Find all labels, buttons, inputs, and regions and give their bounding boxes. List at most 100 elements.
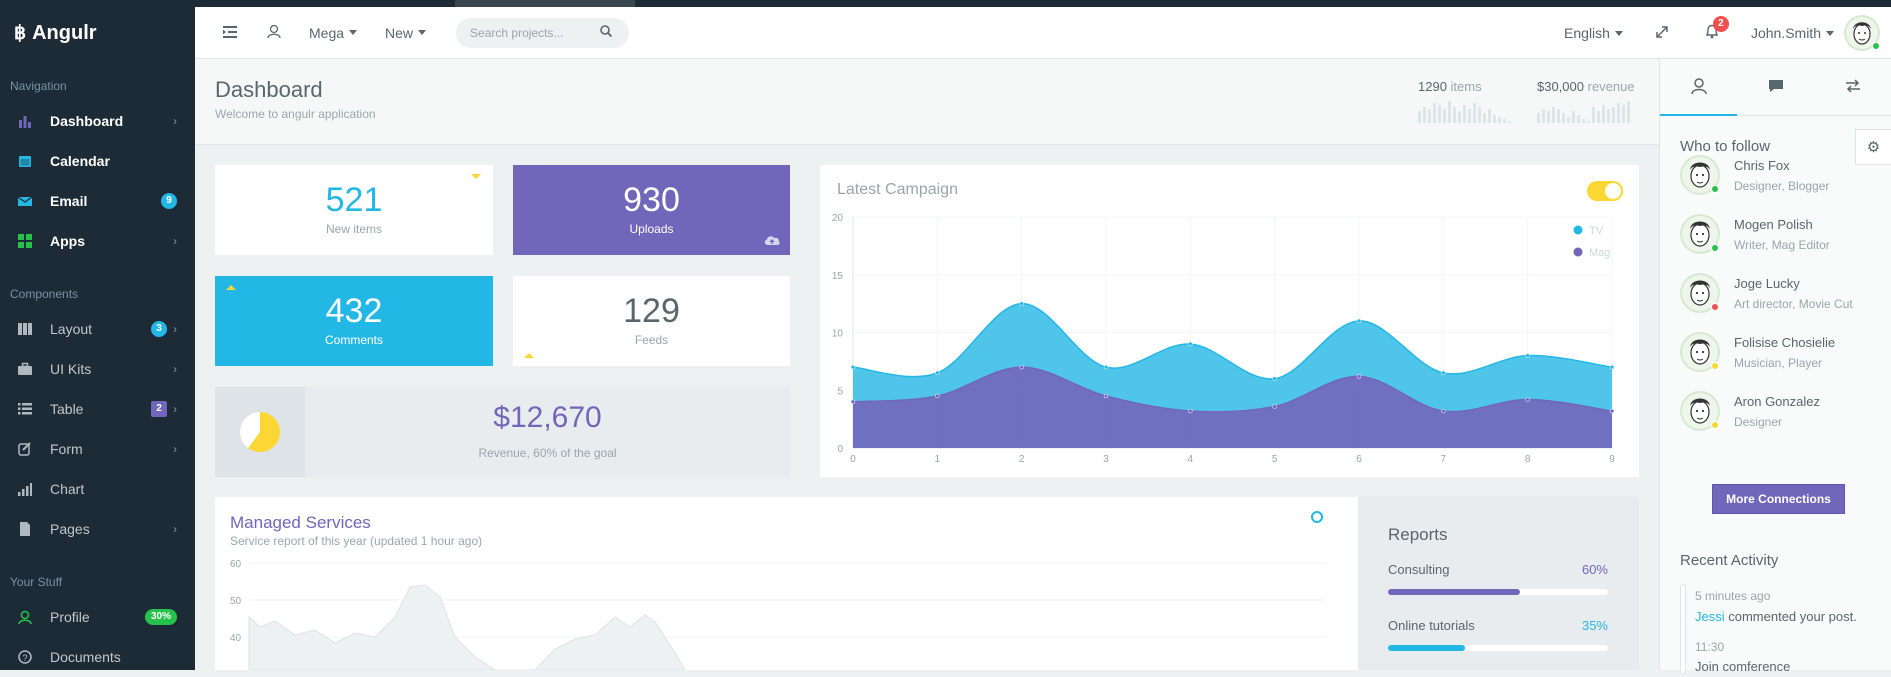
person-role: Designer, Blogger bbox=[1734, 178, 1830, 193]
envelope-icon bbox=[17, 194, 33, 208]
legend-swatch bbox=[1573, 247, 1583, 257]
sidebar-item-form[interactable]: Form › bbox=[0, 429, 195, 469]
bitcoin-icon: ฿ bbox=[14, 22, 27, 44]
refresh-indicator-icon[interactable] bbox=[1311, 511, 1323, 523]
language-label: English bbox=[1564, 25, 1610, 41]
services-subtitle: Service report of this year (updated 1 h… bbox=[230, 534, 483, 548]
caret-down-icon bbox=[349, 30, 358, 35]
revenue-sparkline bbox=[1537, 101, 1630, 123]
caret-down-icon bbox=[471, 174, 481, 179]
data-point bbox=[1019, 364, 1024, 370]
follow-person[interactable]: Joge Lucky Art director, Movie Cut bbox=[1680, 273, 1853, 313]
person-role: Musician, Player bbox=[1734, 355, 1823, 370]
toggle-menu-button[interactable] bbox=[195, 7, 253, 59]
fullscreen-button[interactable] bbox=[1637, 7, 1687, 59]
user-name: John.Smith bbox=[1750, 25, 1821, 41]
report-consulting: Consulting 60% bbox=[1388, 562, 1608, 595]
your-stuff-heading: Your Stuff bbox=[10, 575, 63, 589]
follow-person[interactable]: Chris Fox Designer, Blogger bbox=[1680, 155, 1829, 195]
list-icon bbox=[18, 402, 32, 416]
header-right: English 2 John.Smith bbox=[1550, 7, 1891, 59]
language-dropdown[interactable]: English bbox=[1550, 7, 1637, 59]
sidebar-item-dashboard[interactable]: Dashboard › bbox=[0, 101, 195, 141]
campaign-toggle[interactable] bbox=[1587, 181, 1623, 201]
sidebar-item-ui-kits[interactable]: UI Kits › bbox=[0, 349, 195, 389]
comments-tile[interactable]: 432 Comments bbox=[215, 276, 493, 366]
data-point bbox=[935, 370, 940, 376]
tab-exchange[interactable] bbox=[1814, 59, 1891, 115]
expand-icon bbox=[1655, 25, 1669, 42]
browser-top-strip bbox=[0, 0, 1891, 7]
tile-label: Feeds bbox=[634, 333, 669, 347]
tab-people[interactable] bbox=[1660, 59, 1737, 116]
user-dropdown[interactable]: John.Smith bbox=[1737, 7, 1844, 59]
timeline-line bbox=[1680, 584, 1686, 674]
person-info: Aron Gonzalez Designer bbox=[1734, 394, 1820, 429]
sidebar-item-profile[interactable]: Profile 30% bbox=[0, 597, 195, 637]
y-tick-label: 20 bbox=[832, 213, 844, 224]
activity-message: Join comference bbox=[1695, 659, 1791, 674]
user-menu-button[interactable] bbox=[253, 7, 295, 59]
indent-icon bbox=[223, 25, 237, 41]
mega-menu-dropdown[interactable]: Mega bbox=[295, 7, 371, 59]
sidebar-item-label: UI Kits bbox=[50, 361, 92, 377]
person-name: Aron Gonzalez bbox=[1734, 393, 1820, 409]
feeds-tile[interactable]: 129 Feeds bbox=[513, 276, 790, 366]
tile-label: Comments bbox=[324, 333, 383, 347]
activity-message: commented your post. bbox=[1724, 609, 1857, 624]
notifications-button[interactable]: 2 bbox=[1687, 7, 1737, 59]
series-area-mag bbox=[853, 367, 1612, 448]
data-point bbox=[1441, 370, 1446, 376]
activity-text: Jessi commented your post. bbox=[1695, 609, 1857, 624]
sidebar-item-table[interactable]: Table 2 › bbox=[0, 389, 195, 429]
tile-label: Uploads bbox=[629, 222, 674, 236]
search-icon[interactable] bbox=[600, 25, 613, 40]
spark-bar bbox=[1552, 107, 1555, 123]
table-badge: 2 bbox=[151, 401, 167, 417]
activity-user-link[interactable]: Jessi bbox=[1695, 609, 1725, 624]
person-avatar bbox=[1680, 214, 1720, 254]
notification-count-badge: 2 bbox=[1712, 16, 1729, 32]
follow-person[interactable]: Folisise Chosielie Musician, Player bbox=[1680, 332, 1835, 372]
data-point bbox=[1356, 374, 1362, 379]
spark-bar bbox=[1627, 101, 1630, 123]
tab-chat[interactable] bbox=[1737, 59, 1814, 115]
sidebar-item-label: Form bbox=[50, 441, 83, 457]
data-point bbox=[1103, 393, 1109, 399]
sidebar-item-email[interactable]: Email 9 bbox=[0, 181, 195, 221]
browser-tab[interactable] bbox=[455, 0, 635, 7]
follow-person[interactable]: Mogen Polish Writer, Mag Editor bbox=[1680, 214, 1830, 254]
spark-bar bbox=[1607, 109, 1610, 123]
spark-bar bbox=[1557, 109, 1560, 123]
brand[interactable]: ฿ Angulr bbox=[0, 7, 195, 59]
sidebar-item-apps[interactable]: Apps › bbox=[0, 221, 195, 261]
top-header: Mega New English 2 John.Smith bbox=[195, 7, 1891, 59]
x-tick-label: 8 bbox=[1525, 454, 1531, 465]
settings-toggle-button[interactable]: ⚙ bbox=[1855, 129, 1891, 165]
page-subtitle: Welcome to angulr application bbox=[215, 107, 376, 121]
sidebar-item-pages[interactable]: Pages › bbox=[0, 509, 195, 549]
activity-title: Recent Activity bbox=[1680, 552, 1779, 569]
data-point bbox=[1441, 408, 1446, 414]
data-point bbox=[1272, 404, 1277, 409]
sidebar-item-documents[interactable]: ? Documents bbox=[0, 637, 195, 677]
sidebar-item-layout[interactable]: Layout 3 › bbox=[0, 309, 195, 349]
new-menu-dropdown[interactable]: New bbox=[371, 7, 440, 59]
services-title: Managed Services bbox=[230, 513, 371, 532]
spark-bar bbox=[1418, 111, 1421, 123]
header-avatar[interactable] bbox=[1844, 15, 1880, 51]
spark-bar bbox=[1602, 105, 1605, 123]
chevron-right-icon: › bbox=[173, 234, 177, 248]
more-connections-button[interactable]: More Connections bbox=[1712, 484, 1845, 514]
person-role: Art director, Movie Cut bbox=[1734, 296, 1853, 311]
new-menu-label: New bbox=[385, 24, 414, 41]
search-input[interactable] bbox=[470, 25, 601, 40]
new-items-tile[interactable]: 521 New items bbox=[215, 165, 493, 255]
sidebar-item-calendar[interactable]: Calendar bbox=[0, 141, 195, 181]
grid-icon bbox=[18, 234, 32, 248]
follow-person[interactable]: Aron Gonzalez Designer bbox=[1680, 391, 1820, 431]
sidebar-item-chart[interactable]: Chart bbox=[0, 469, 195, 509]
uploads-tile[interactable]: 930 Uploads bbox=[513, 165, 790, 255]
spark-bar bbox=[1478, 107, 1481, 123]
avatar-face-icon bbox=[1680, 391, 1720, 431]
